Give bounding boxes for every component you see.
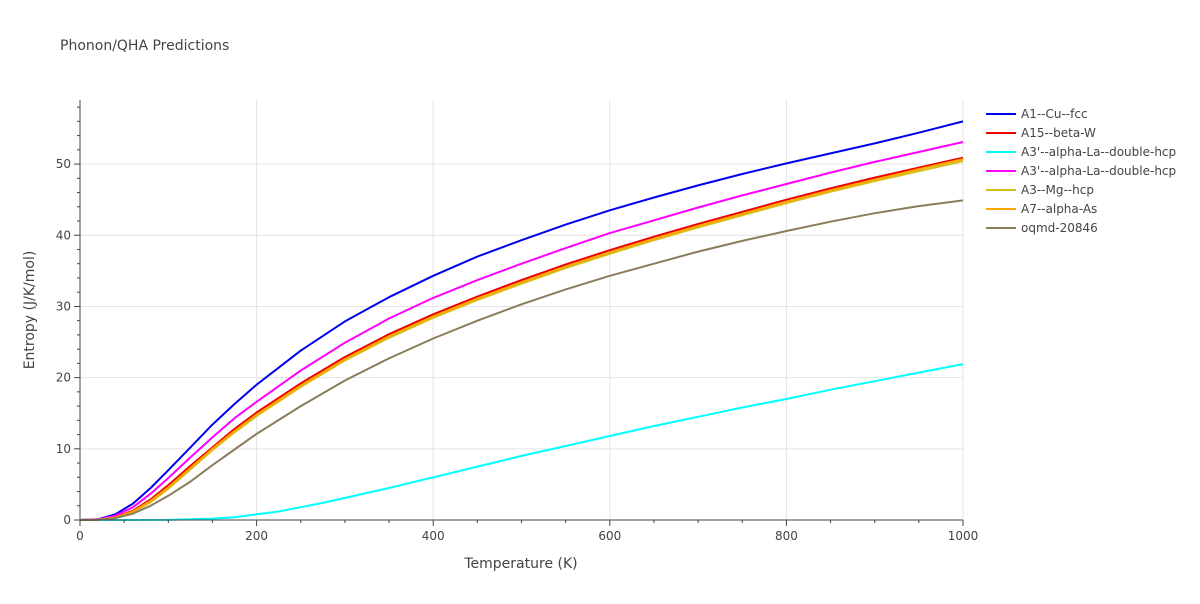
x-tick-label: 0 — [76, 529, 84, 543]
x-tick-label: 1000 — [948, 529, 979, 543]
series-line-2 — [79, 156, 964, 521]
legend-item[interactable]: A3--Mg--hcp — [986, 183, 1094, 197]
x-tick-label: 600 — [598, 529, 621, 543]
series-line-6 — [79, 158, 964, 521]
legend-label: A15--beta-W — [1021, 126, 1096, 140]
legend-item[interactable]: A1--Cu--fcc — [986, 107, 1088, 121]
y-tick-label: 50 — [56, 157, 71, 171]
x-tick-label: 200 — [245, 529, 268, 543]
legend-item[interactable]: A15--beta-W — [986, 126, 1096, 140]
x-axis-title: Temperature (K) — [463, 556, 577, 572]
series-lines — [79, 120, 964, 521]
y-axis-title: Entropy (J/K/mol) — [22, 251, 38, 370]
gridlines — [80, 100, 964, 520]
legend-label: A3'--alpha-La--double-hcp — [1021, 145, 1176, 159]
y-tick-label: 40 — [56, 228, 71, 242]
axes: 0 200 400 600 800 1000 0 10 20 30 40 50 — [56, 100, 979, 543]
legend-label: A7--alpha-As — [1021, 202, 1097, 216]
legend-label: A3--Mg--hcp — [1021, 183, 1094, 197]
y-tick-label: 0 — [63, 513, 71, 527]
legend-item[interactable]: A7--alpha-As — [986, 202, 1097, 216]
legend-label: oqmd-20846 — [1021, 221, 1098, 235]
series-line-7 — [79, 199, 964, 521]
legend[interactable]: A1--Cu--fcc A15--beta-W A3'--alpha-La--dou… — [986, 107, 1176, 235]
legend-item[interactable]: A3'--alpha-La--double-hcp — [986, 164, 1176, 178]
x-tick-label: 400 — [422, 529, 445, 543]
legend-item[interactable]: oqmd-20846 — [986, 221, 1098, 235]
chart-title: Phonon/QHA Predictions — [60, 38, 229, 54]
series-line-1 — [79, 120, 964, 521]
series-line-4 — [79, 141, 964, 521]
legend-label: A1--Cu--fcc — [1021, 107, 1088, 121]
legend-label: A3'--alpha-La--double-hcp — [1021, 164, 1176, 178]
x-tick-label: 800 — [775, 529, 798, 543]
y-tick-label: 10 — [56, 442, 71, 456]
y-tick-label: 30 — [56, 299, 71, 313]
series-line-3 — [80, 363, 964, 521]
series-line-5 — [79, 160, 964, 521]
legend-item[interactable]: A3'--alpha-La--double-hcp — [986, 145, 1176, 159]
y-tick-label: 20 — [56, 371, 71, 385]
